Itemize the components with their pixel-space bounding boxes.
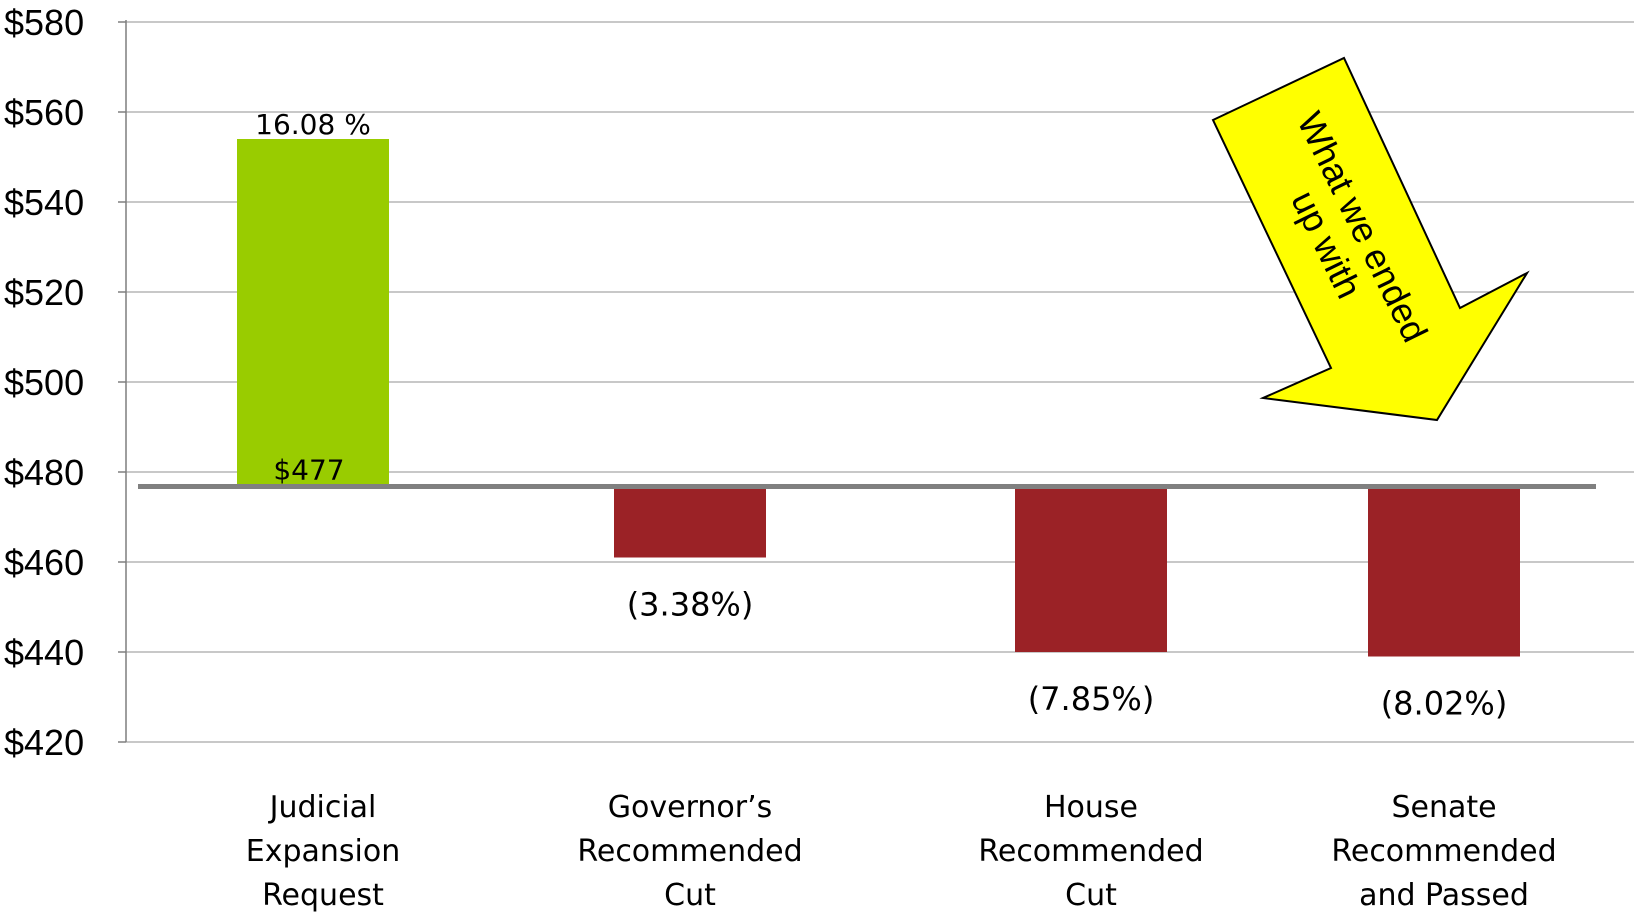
category-label: Expansion [246, 834, 400, 869]
category-label: Judicial [268, 790, 377, 825]
bars [237, 139, 1520, 657]
y-tick-label: $520 [4, 272, 84, 313]
y-tick-label: $500 [4, 362, 84, 403]
category-label: House [1044, 790, 1138, 825]
y-tick-label: $540 [4, 182, 84, 223]
bar [614, 488, 766, 558]
data-label: (3.38%) [627, 586, 754, 624]
category-labels: Judicial Expansion Request Governor’s Recomm… [246, 790, 1557, 913]
data-label: (7.85%) [1028, 680, 1155, 718]
category-label: Request [262, 878, 384, 913]
data-label: 16.08 % [255, 108, 371, 141]
baseline-label: $477 [273, 454, 344, 487]
category-label: Cut [1065, 878, 1117, 913]
category-label: Senate [1391, 790, 1496, 825]
y-axis-ticks: $580 $560 $540 $520 $500 $480 $460 $440 $420 [4, 2, 84, 763]
bar [1015, 488, 1167, 652]
y-tick-label: $580 [4, 2, 84, 43]
category-label: Recommended [1331, 834, 1556, 869]
data-labels: 16.08 % (3.38%) (7.85%) (8.02%) [255, 108, 1507, 723]
category-label: Recommended [978, 834, 1203, 869]
bar [1368, 488, 1520, 657]
category-label: Recommended [577, 834, 802, 869]
baseline: $477 [138, 454, 1596, 489]
bar [237, 139, 389, 486]
y-tick-label: $460 [4, 542, 84, 583]
category-label: and Passed [1359, 878, 1529, 913]
y-tick-label: $420 [4, 722, 84, 763]
category-label: Cut [664, 878, 716, 913]
category-label: Governor’s [608, 790, 773, 825]
data-label: (8.02%) [1381, 685, 1508, 723]
y-tick-label: $480 [4, 452, 84, 493]
y-tick-label: $560 [4, 92, 84, 133]
annotation-arrow-shape [1211, 56, 1530, 422]
y-tick-label: $440 [4, 632, 84, 673]
